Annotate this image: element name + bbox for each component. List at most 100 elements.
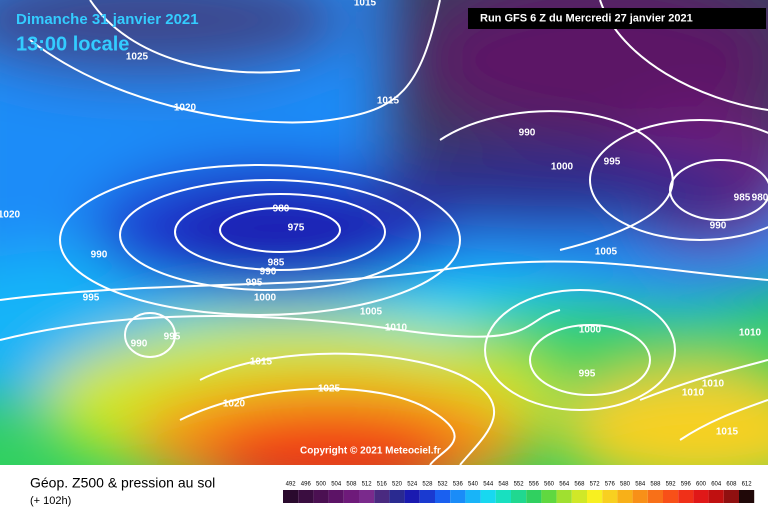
colorbar-label: 512 [362,482,373,488]
colorbar-swatch [359,490,375,503]
colorbar-swatch [739,490,755,503]
isobar-label: 995 [246,278,263,289]
isobar-label: 1025 [126,52,149,63]
colorbar-swatch [328,490,344,503]
isobar-label: 990 [91,250,108,261]
isobar-label: 1015 [250,357,273,368]
colorbar-label: 500 [316,482,327,488]
isobar-label: 1025 [318,384,341,395]
isobar-label: 995 [579,369,596,380]
isobar-label: 990 [260,267,277,278]
colorbar-swatch [587,490,603,503]
isobar-label: 995 [83,293,100,304]
colorbar-swatch [693,490,709,503]
isobar-label: 985 [734,193,751,204]
isobar-label: 1005 [595,247,618,258]
colorbar-label: 524 [407,482,418,488]
colorbar-label: 576 [605,482,616,488]
colorbar-label: 588 [650,482,661,488]
colorbar-label: 520 [392,482,403,488]
colorbar-label: 548 [498,482,509,488]
isobar-label: 1000 [254,293,277,304]
colorbar-label: 508 [346,482,357,488]
colorbar-swatch [343,490,359,503]
isobar-label: 975 [288,223,305,234]
colorbar-label: 568 [574,482,585,488]
colorbar-label: 532 [438,482,449,488]
isobar-label: 1015 [716,427,739,438]
forecast-time: 13:00 locale [16,33,129,55]
colorbar-label: 572 [590,482,601,488]
isobar-label: 1020 [223,399,246,410]
copyright: Copyright © 2021 Meteociel.fr [300,446,441,457]
colorbar-label: 556 [529,482,540,488]
colorbar-swatch [632,490,648,503]
isobars [0,0,768,465]
isobar-label: 990 [131,339,148,350]
colorbar-label: 584 [635,482,646,488]
colorbar-label: 552 [514,482,525,488]
isobar-label: 1010 [385,323,408,334]
colorbar-swatch [298,490,314,503]
isobar-label: 1020 [174,103,197,114]
isobar-label: 990 [710,221,727,232]
colorbar-swatch [419,490,435,503]
colorbar-swatch [404,490,420,503]
colorbar-label: 564 [559,482,570,488]
colorbar-swatch [389,490,405,503]
colorbar-label: 592 [666,482,677,488]
colorbar-swatch [678,490,694,503]
colorbar-label: 540 [468,482,479,488]
colorbar-swatch [723,490,739,503]
legend-panel [0,465,768,512]
run-box [468,8,766,29]
colorbar-swatch [283,490,299,503]
colorbar-swatch [435,490,451,503]
isobar-label: 1010 [682,388,705,399]
colorbar-swatch [511,490,527,503]
colorbar-label: 536 [453,482,464,488]
colorbar-swatch [465,490,481,503]
colorbar-swatch [708,490,724,503]
isobar-label: 1010 [739,328,762,339]
run-info: Run GFS 6 Z du Mercredi 27 janvier 2021 [480,12,693,24]
isobar-label: 1000 [579,325,602,336]
colorbar-swatch [602,490,618,503]
isobar-label: 980 [752,193,768,204]
isobar-label: 1015 [354,0,377,9]
colorbar-swatch [526,490,542,503]
lead-time: (+ 102h) [30,495,71,507]
isobar-label: 1015 [377,96,400,107]
colorbar-label: 608 [726,482,737,488]
colorbar-label: 612 [742,482,753,488]
colorbar-swatch [313,490,329,503]
colorbar-label: 496 [301,482,312,488]
colorbar-swatch [374,490,390,503]
isobar-label: 1000 [551,162,574,173]
isobar-label: 1010 [702,379,725,390]
colorbar-label: 544 [483,482,494,488]
colorbar-swatch [663,490,679,503]
isobar-label: 995 [164,332,181,343]
colorbar-swatch [647,490,663,503]
colorbar-label: 600 [696,482,707,488]
isobar-label: 1020 [0,210,21,221]
colorbar-swatch [480,490,496,503]
forecast-date: Dimanche 31 janvier 2021 [16,11,199,28]
colorbar-label: 516 [377,482,388,488]
isobar-label: 985 [268,258,285,269]
isobar-label: 1005 [360,307,383,318]
isobar-label: 990 [519,128,536,139]
colorbar-swatch [495,490,511,503]
isobar-label: 995 [604,157,621,168]
colorbar-swatch [571,490,587,503]
colorbar-swatch [450,490,466,503]
colorbar-label: 528 [422,482,433,488]
colorbar-swatch [556,490,572,503]
colorbar-label: 560 [544,482,555,488]
colorbar-label: 596 [681,482,692,488]
colorbar-label: 604 [711,482,722,488]
